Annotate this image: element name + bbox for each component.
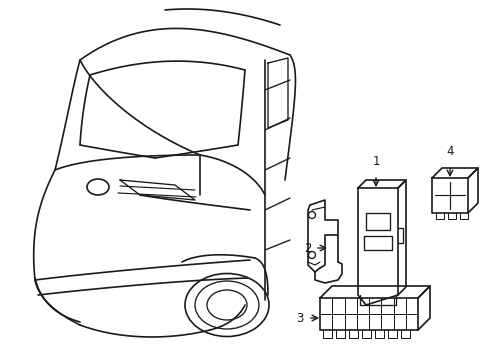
Text: 4: 4 bbox=[446, 145, 453, 158]
Text: 3: 3 bbox=[296, 311, 303, 324]
Text: 1: 1 bbox=[371, 155, 379, 168]
Text: 2: 2 bbox=[304, 242, 311, 255]
